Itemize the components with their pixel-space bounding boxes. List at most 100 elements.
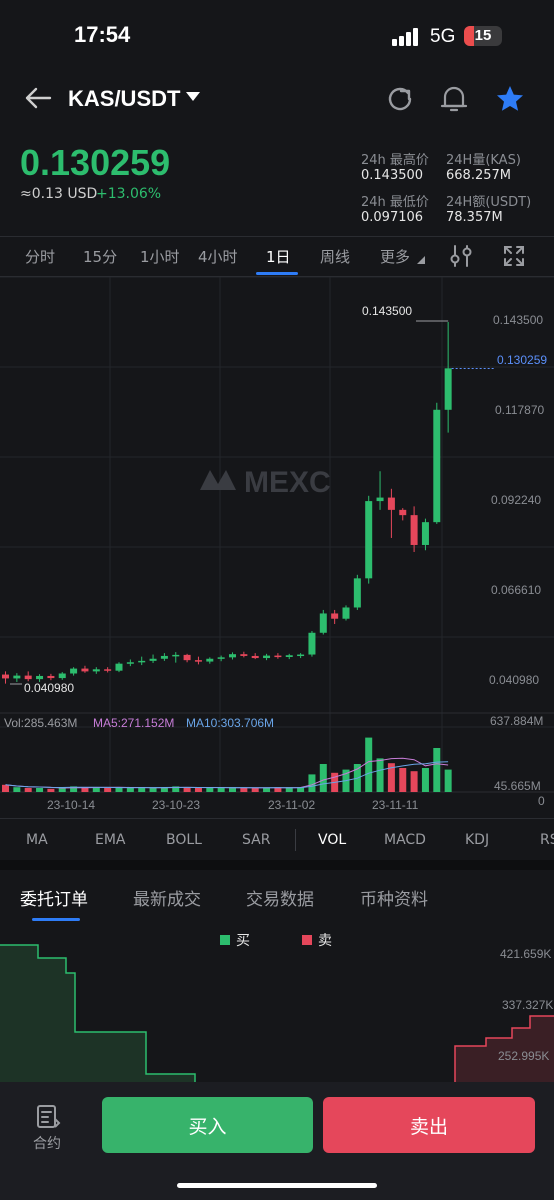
divider [0,818,554,819]
y-tick-label: 0.040980 [489,673,540,687]
low-label: 24h 最低价 [361,195,429,210]
volume-bar [229,787,236,792]
indicator-boll[interactable]: BOLL [166,832,202,848]
watermark-logo: MEXC [200,462,360,499]
volume-value: 668.257M [446,168,511,183]
y-tick-label: 0.143500 [493,313,544,327]
indicator-settings-icon[interactable] [449,244,473,268]
contract-label[interactable]: 合约 [33,1136,61,1152]
candle-body [308,632,316,655]
x-tick-label: 23-10-14 [47,798,96,812]
back-arrow-icon[interactable] [24,86,52,110]
buy-depth-area [0,945,195,1082]
y-tick-label: 0.066610 [491,583,542,597]
volume-bar [376,758,384,792]
volume-bar [47,788,55,792]
volume-min-label: 45.665M [494,779,541,793]
indicator-rsi[interactable]: RS [540,832,554,848]
sell-button[interactable]: 卖出 [323,1097,535,1153]
amount-label: 24H额(USDT) [446,195,532,210]
tab-interval-timeshare[interactable]: 分时 [25,248,56,266]
candle-body [183,654,191,661]
last-price: 0.130259 [20,142,171,183]
tab-interval-15m[interactable]: 15分 [83,248,118,266]
fullscreen-icon[interactable] [503,245,525,267]
candle-body [149,658,157,661]
buy-button[interactable]: 买入 [102,1097,313,1153]
y-tick-label: 0.117870 [495,403,545,417]
pair-selector[interactable]: KAS/USDT [68,86,181,111]
bell-icon[interactable] [440,84,468,114]
svg-text:MEXC: MEXC [244,466,331,498]
volume-bar [387,763,395,792]
indicator-ma[interactable]: MA [26,832,48,848]
candle-body [92,669,100,672]
candle-body [421,522,429,545]
volume-bar [240,788,248,792]
price-change: +13.06% [96,186,162,202]
ma5-legend: MA5:271.152M [93,716,175,730]
candle-body [70,668,78,674]
tab-coin-info[interactable]: 币种资料 [360,890,428,910]
x-tick-label: 23-11-11 [372,798,419,812]
volume-bar [183,787,191,792]
depth-chart[interactable]: 买 卖 [0,928,554,1082]
candle-body [297,654,305,657]
candle-body [126,662,134,664]
divider [0,236,554,237]
volume-bar [172,786,180,792]
tab-interval-4h[interactable]: 4小时 [198,248,238,266]
volume-bar [421,768,429,792]
tab-interval-1d[interactable]: 1日 [266,248,291,266]
section-gap [0,860,554,870]
buy-legend-label: 买 [236,933,250,949]
candle-body [285,655,293,657]
indicator-vol[interactable]: VOL [318,832,347,848]
candle-body [206,658,214,662]
volume-bar [285,787,293,792]
status-time: 17:54 [74,22,131,47]
candle-body [81,668,89,672]
volume-bar [263,788,271,792]
volume-bar [149,788,157,792]
indicator-macd[interactable]: MACD [384,832,426,848]
sell-legend-icon [302,935,312,945]
volume-bar [70,786,78,792]
volume-legend: Vol:285.463M [4,716,78,730]
candle-body [444,368,452,410]
contract-icon[interactable] [35,1104,61,1130]
tab-trade-data[interactable]: 交易数据 [246,890,314,910]
candle-body [138,660,146,663]
indicator-sar[interactable]: SAR [242,832,271,848]
volume-bar [104,788,112,792]
high-label: 24h 最高价 [361,153,429,168]
candlestick-chart[interactable] [0,277,554,817]
volume-max-label: 637.884M [490,714,544,728]
tab-latest-trades[interactable]: 最新成交 [133,890,201,910]
x-tick-label: 23-11-02 [268,798,316,812]
indicator-ema[interactable]: EMA [95,832,126,848]
tab-interval-1h[interactable]: 1小时 [140,248,180,266]
volume-bar [433,748,441,792]
volume-bar [274,787,282,792]
candle-body [251,655,259,659]
volume-bar [217,788,225,792]
volume-bar [308,774,316,792]
volume-bar [24,788,32,792]
candle-body [365,501,373,579]
indicator-separator [295,829,296,851]
home-indicator [177,1183,377,1188]
tab-interval-week[interactable]: 周线 [320,248,351,266]
tab-interval-more[interactable]: 更多 [380,248,411,266]
buy-depth-line [0,944,196,1082]
candle-body [263,655,271,659]
amount-value: 78.357M [446,210,503,225]
indicator-kdj[interactable]: KDJ [465,832,490,848]
ma10-legend: MA10:303.706M [186,716,275,730]
caret-down-icon[interactable] [186,92,200,102]
refresh-icon[interactable] [386,85,414,113]
tab-orders[interactable]: 委托订单 [20,890,88,910]
candle-body [24,675,32,680]
favorite-star-icon[interactable] [495,84,525,114]
candle-body [36,675,44,680]
